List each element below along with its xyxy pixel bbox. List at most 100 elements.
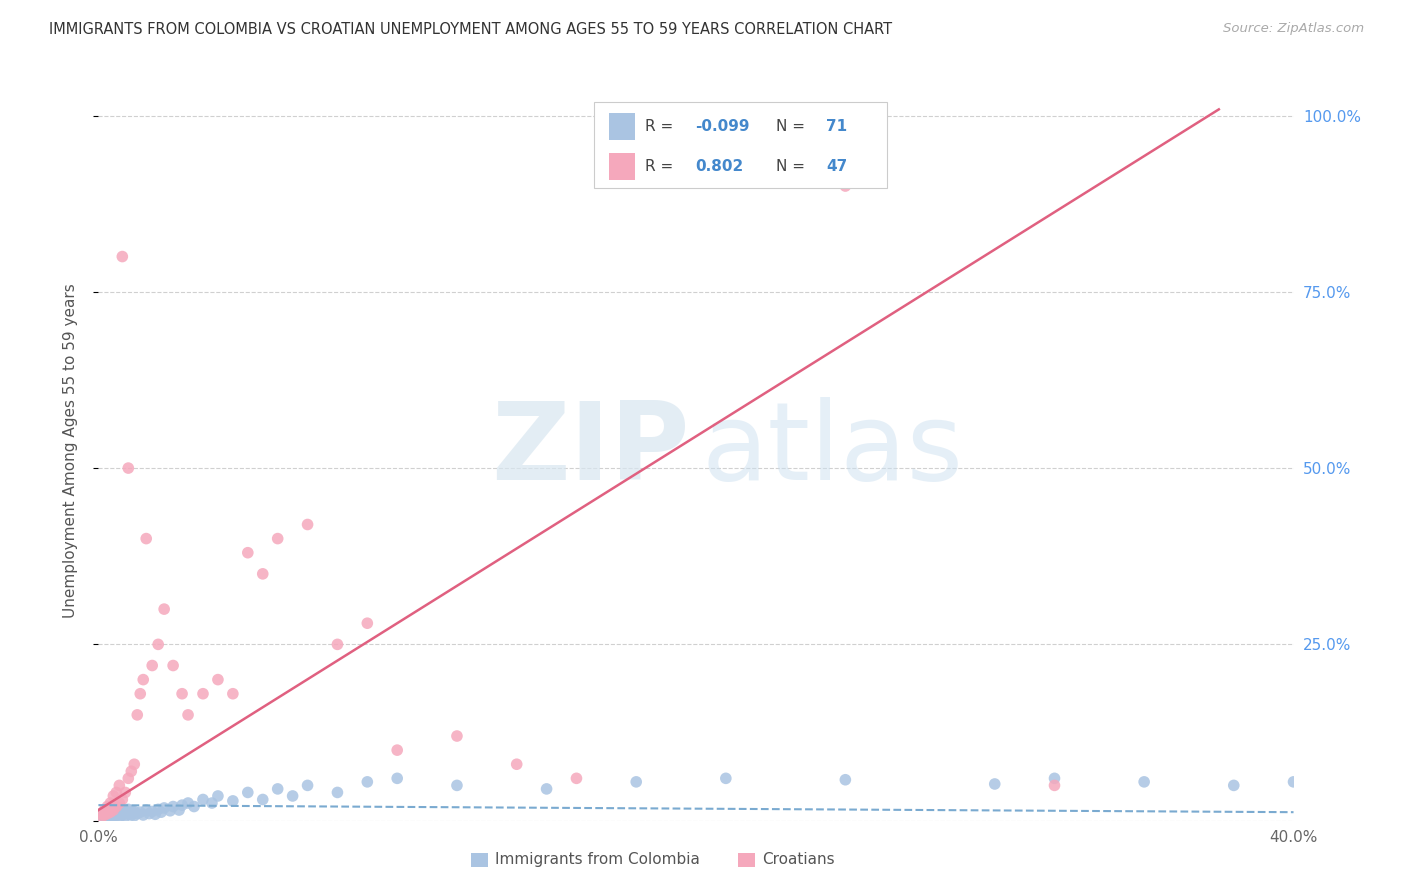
FancyBboxPatch shape bbox=[609, 113, 636, 140]
Point bbox=[90, 810, 112, 824]
Point bbox=[236, 546, 259, 560]
Point bbox=[90, 806, 112, 821]
Point bbox=[96, 806, 118, 821]
Point bbox=[93, 803, 115, 817]
Point bbox=[111, 250, 134, 264]
Point bbox=[103, 805, 125, 820]
Point bbox=[356, 775, 378, 789]
Text: R =: R = bbox=[644, 119, 673, 134]
Point bbox=[297, 778, 319, 792]
Point bbox=[162, 658, 184, 673]
Point bbox=[183, 799, 205, 814]
Point bbox=[103, 803, 125, 817]
Point bbox=[506, 757, 529, 772]
Point bbox=[117, 807, 139, 822]
Point bbox=[120, 764, 142, 779]
Point bbox=[135, 532, 157, 546]
Point bbox=[108, 778, 131, 792]
Point bbox=[159, 804, 181, 818]
Point bbox=[148, 637, 170, 651]
Point bbox=[191, 687, 214, 701]
Point bbox=[834, 772, 856, 787]
Point bbox=[172, 798, 194, 813]
Point bbox=[207, 673, 229, 687]
Point bbox=[114, 809, 136, 823]
Point bbox=[252, 566, 274, 581]
Text: R =: R = bbox=[644, 159, 673, 174]
Point bbox=[177, 707, 200, 722]
Point bbox=[127, 707, 149, 722]
Point bbox=[93, 812, 115, 826]
Point bbox=[108, 801, 131, 815]
Point bbox=[120, 804, 142, 818]
Text: 0.802: 0.802 bbox=[695, 159, 742, 174]
Point bbox=[138, 806, 160, 821]
Point bbox=[267, 532, 290, 546]
Point bbox=[105, 785, 128, 799]
Point bbox=[103, 809, 125, 823]
Text: 71: 71 bbox=[827, 119, 848, 134]
Point bbox=[1343, 780, 1365, 794]
Text: Source: ZipAtlas.com: Source: ZipAtlas.com bbox=[1223, 22, 1364, 36]
Point bbox=[446, 729, 468, 743]
Point bbox=[153, 801, 176, 815]
Point bbox=[90, 806, 112, 821]
Point bbox=[93, 808, 115, 822]
Y-axis label: Unemployment Among Ages 55 to 59 years: Unemployment Among Ages 55 to 59 years bbox=[63, 283, 77, 618]
Point bbox=[96, 810, 118, 824]
Point bbox=[124, 757, 146, 772]
Point bbox=[105, 799, 128, 814]
Point bbox=[191, 792, 214, 806]
Point bbox=[1043, 778, 1066, 792]
Point bbox=[446, 778, 468, 792]
Point bbox=[385, 743, 409, 757]
Point bbox=[117, 802, 139, 816]
Point bbox=[222, 687, 245, 701]
Point bbox=[132, 808, 155, 822]
Point bbox=[96, 803, 118, 817]
Point bbox=[148, 802, 170, 816]
Point bbox=[93, 808, 115, 822]
Point bbox=[1043, 772, 1066, 786]
Point bbox=[108, 806, 131, 821]
Point bbox=[129, 805, 152, 820]
Point bbox=[124, 805, 146, 819]
Text: IMMIGRANTS FROM COLOMBIA VS CROATIAN UNEMPLOYMENT AMONG AGES 55 TO 59 YEARS CORR: IMMIGRANTS FROM COLOMBIA VS CROATIAN UNE… bbox=[49, 22, 893, 37]
Point bbox=[326, 785, 349, 799]
Point bbox=[141, 805, 163, 819]
Point bbox=[105, 805, 128, 819]
Point bbox=[150, 805, 173, 820]
Text: Croatians: Croatians bbox=[762, 853, 835, 867]
Point bbox=[143, 807, 166, 822]
Point bbox=[236, 785, 259, 799]
FancyBboxPatch shape bbox=[609, 153, 636, 179]
Point bbox=[105, 808, 128, 822]
Point bbox=[111, 808, 134, 822]
Point bbox=[98, 796, 122, 810]
Point bbox=[96, 799, 118, 814]
Point bbox=[984, 777, 1007, 791]
Point bbox=[108, 810, 131, 824]
Point bbox=[167, 803, 190, 817]
Point bbox=[103, 789, 125, 803]
Point bbox=[120, 808, 142, 822]
Text: Immigrants from Colombia: Immigrants from Colombia bbox=[495, 853, 700, 867]
Point bbox=[356, 616, 378, 631]
Point bbox=[177, 796, 200, 810]
Point bbox=[108, 796, 131, 810]
Text: N =: N = bbox=[776, 119, 806, 134]
Point bbox=[117, 772, 139, 786]
Point bbox=[132, 673, 155, 687]
Text: 47: 47 bbox=[827, 159, 848, 174]
Point bbox=[385, 772, 409, 786]
Point bbox=[114, 785, 136, 799]
Point bbox=[297, 517, 319, 532]
Text: N =: N = bbox=[776, 159, 806, 174]
Point bbox=[127, 806, 149, 821]
Text: atlas: atlas bbox=[702, 398, 965, 503]
Point bbox=[114, 805, 136, 820]
Point bbox=[103, 802, 125, 816]
Point bbox=[626, 775, 648, 789]
Point bbox=[207, 789, 229, 803]
Point bbox=[98, 811, 122, 825]
